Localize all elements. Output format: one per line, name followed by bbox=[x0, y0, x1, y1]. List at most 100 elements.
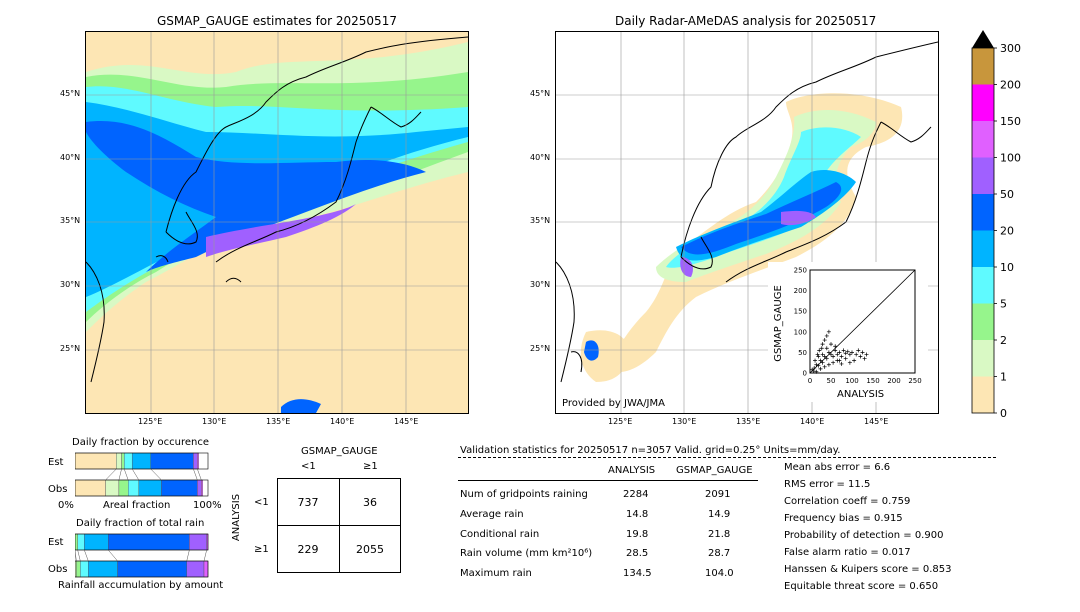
left-lat-tick: 25°N bbox=[60, 344, 81, 353]
scatter-point bbox=[841, 348, 846, 353]
occurrence-title: Daily fraction by occurence bbox=[72, 437, 210, 448]
contingency-c: 229 bbox=[297, 543, 319, 556]
scatter-point bbox=[839, 354, 844, 359]
scatter-point bbox=[843, 351, 848, 356]
right-lon-tick: 145°E bbox=[864, 417, 889, 426]
scatter-point bbox=[837, 358, 842, 363]
total-rain-title: Daily fraction of total rain bbox=[76, 518, 205, 529]
scatter-point bbox=[847, 360, 852, 365]
occurrence-segment bbox=[75, 479, 106, 497]
left-lat-tick: 35°N bbox=[60, 216, 81, 225]
stat-gsmap: 28.7 bbox=[708, 548, 731, 559]
total-rain-segment bbox=[75, 533, 78, 551]
left-map-title: GSMAP_GAUGE estimates for 20250517 bbox=[157, 14, 397, 28]
total-rain-segment bbox=[77, 533, 85, 551]
right-lon-tick: 135°E bbox=[736, 417, 761, 426]
left-lon-tick: 130°E bbox=[202, 417, 227, 426]
stat-gsmap: 104.0 bbox=[705, 568, 734, 579]
right-lat-tick: 45°N bbox=[530, 89, 551, 98]
colorbar-label: 0 bbox=[1000, 407, 1007, 420]
scatter-point bbox=[864, 352, 869, 357]
contingency-d: 2055 bbox=[356, 543, 384, 556]
occurrence-connector bbox=[193, 468, 198, 481]
total-rain-bars bbox=[75, 533, 209, 578]
score-line: RMS error = 11.5 bbox=[784, 479, 871, 490]
occurrence-segment bbox=[201, 479, 203, 497]
one-to-one-line bbox=[809, 269, 916, 374]
total-rain-connector bbox=[84, 549, 89, 562]
occurrence-segment bbox=[118, 479, 129, 497]
scatter-point bbox=[860, 350, 865, 355]
scatter-x-tick: 50 bbox=[827, 377, 836, 385]
score-line: Frequency bias = 0.915 bbox=[784, 513, 903, 524]
colorbar-label: 5 bbox=[1000, 298, 1007, 311]
colorbar-segment bbox=[972, 48, 994, 85]
total-rain-segment bbox=[88, 560, 118, 578]
score-line: Correlation coeff = 0.759 bbox=[784, 496, 911, 507]
score-line: Probability of detection = 0.900 bbox=[784, 530, 944, 541]
total-rain-segment bbox=[189, 533, 207, 551]
scatter-point bbox=[812, 366, 817, 371]
total-rain-segment bbox=[203, 560, 209, 578]
occurrence-obs-label: Obs bbox=[48, 484, 68, 495]
scatter-point bbox=[839, 361, 844, 366]
contingency-col-header: GSMAP_GAUGE bbox=[301, 446, 378, 457]
scatter-point bbox=[829, 352, 833, 357]
occurrence-segment bbox=[124, 452, 133, 470]
scatter-point bbox=[818, 366, 823, 371]
scatter-point bbox=[852, 358, 857, 363]
right-lon-tick: 125°E bbox=[608, 417, 633, 426]
occurrence-tick-100: 100% bbox=[193, 500, 222, 511]
scatter-y-tick: 0 bbox=[803, 370, 807, 378]
scatter-point bbox=[826, 362, 831, 367]
colorbar-segment bbox=[972, 157, 994, 194]
scatter-x-tick: 200 bbox=[887, 377, 900, 385]
validation-col-analysis: ANALYSIS bbox=[608, 465, 656, 476]
scatter-y-tick: 150 bbox=[794, 308, 807, 316]
right-rain-field bbox=[556, 32, 938, 413]
score-line: Equitable threat score = 0.650 bbox=[784, 581, 939, 592]
occurrence-connector bbox=[118, 468, 122, 481]
total-rain-obs-label: Obs bbox=[48, 564, 68, 575]
occurrence-segment bbox=[138, 479, 162, 497]
scatter-point bbox=[820, 352, 825, 357]
validation-header: Validation statistics for 20250517 n=305… bbox=[460, 445, 841, 456]
colorbar-label: 10 bbox=[1000, 261, 1014, 274]
score-line: Hanssen & Kuipers score = 0.853 bbox=[784, 564, 952, 575]
total-rain-xlabel: Rainfall accumulation by amount bbox=[58, 580, 224, 591]
left-lon-tick: 125°E bbox=[138, 417, 163, 426]
stat-analysis: 19.8 bbox=[626, 529, 649, 540]
scatter-point bbox=[845, 349, 850, 354]
scatter-point bbox=[854, 352, 859, 357]
occurrence-connector bbox=[197, 468, 202, 481]
total-rain-connector bbox=[75, 549, 77, 562]
validation-subline bbox=[458, 480, 758, 481]
total-rain-segment bbox=[84, 533, 109, 551]
colorbar-extend-arrow bbox=[972, 30, 994, 48]
contingency-a: 737 bbox=[297, 496, 319, 509]
total-rain-segment bbox=[117, 560, 187, 578]
colorbar-label: 20 bbox=[1000, 225, 1014, 238]
colorbar-segment bbox=[972, 230, 994, 267]
scatter-point bbox=[837, 350, 842, 355]
scatter-x-tick: 100 bbox=[845, 377, 858, 385]
total-rain-segment bbox=[108, 533, 190, 551]
occurrence-tick-0: 0% bbox=[58, 500, 74, 511]
colorbar-segment bbox=[972, 267, 994, 304]
scatter-point bbox=[858, 354, 863, 359]
colorbar-segment bbox=[972, 303, 994, 340]
occurrence-segment bbox=[161, 479, 198, 497]
scatter-ylabel: GSMAP_GAUGE bbox=[772, 285, 784, 362]
scatter-point bbox=[824, 333, 829, 338]
scatter-point bbox=[811, 368, 816, 373]
scatter-point bbox=[820, 360, 825, 365]
stat-analysis: 14.8 bbox=[626, 509, 649, 520]
scatter-point bbox=[815, 352, 820, 357]
right-lat-tick: 30°N bbox=[530, 280, 551, 289]
scatter-point bbox=[856, 348, 861, 353]
left-rain-field bbox=[86, 32, 468, 413]
colorbar-segment bbox=[972, 84, 994, 121]
score-line: False alarm ratio = 0.017 bbox=[784, 547, 911, 558]
scatter-y-tick: 250 bbox=[794, 267, 807, 275]
right-lat-tick: 25°N bbox=[530, 344, 551, 353]
